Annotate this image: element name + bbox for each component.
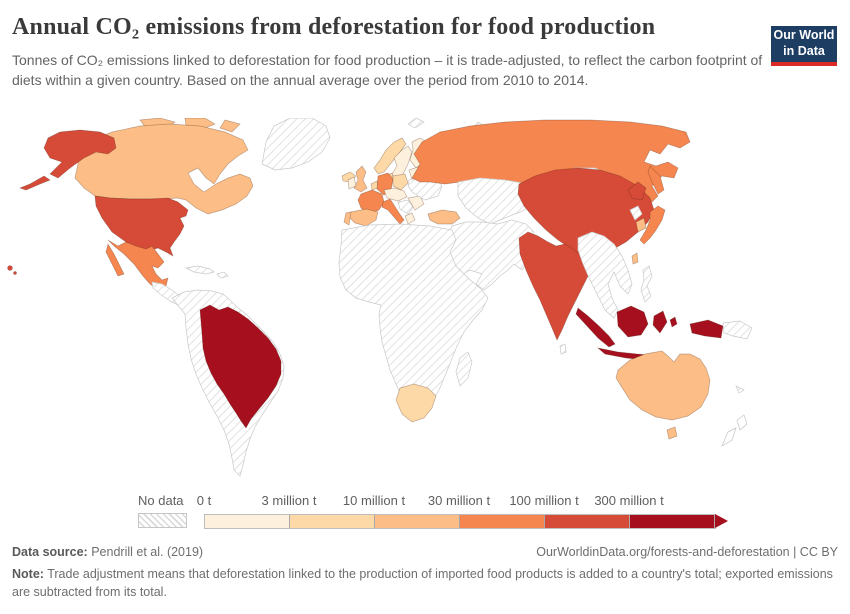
- country-north-korea[interactable]: [629, 205, 643, 221]
- country-turkey[interactable]: [427, 209, 461, 225]
- region-cuba[interactable]: [184, 265, 215, 275]
- country-sweden[interactable]: [391, 145, 413, 183]
- legend-tick-0: 0 t: [196, 493, 212, 508]
- legend-color-bar: 0 t 3 million t 10 million t 30 million …: [197, 493, 764, 529]
- country-china[interactable]: [517, 167, 655, 265]
- owid-logo-accent-bar: [771, 62, 837, 66]
- page-title: Annual CO₂ emissions from deforestation …: [12, 14, 656, 40]
- country-china-manchuria[interactable]: [627, 181, 647, 201]
- legend-band-2[interactable]: [375, 515, 460, 528]
- country-norway[interactable]: [373, 137, 407, 175]
- country-india[interactable]: [518, 231, 591, 341]
- chart-subtitle: Tonnes of CO₂ emissions linked to defore…: [12, 51, 763, 88]
- country-greenland[interactable]: [261, 118, 331, 171]
- country-indonesia-papua[interactable]: [689, 319, 724, 339]
- country-spain[interactable]: [348, 208, 379, 227]
- world-choropleth-map[interactable]: [0, 118, 850, 492]
- legend-gradient-bar[interactable]: [204, 514, 728, 529]
- country-portugal[interactable]: [343, 211, 352, 226]
- country-south-korea[interactable]: [635, 217, 647, 233]
- owid-url-link[interactable]: OurWorldinData.org/forests-and-deforesta…: [536, 545, 838, 559]
- legend-tick-labels: 0 t 3 million t 10 million t 30 million …: [197, 493, 764, 511]
- legend-arrow-icon: [715, 514, 728, 528]
- legend-band-5[interactable]: [630, 515, 715, 528]
- region-balkans[interactable]: [397, 199, 414, 215]
- legend-tick-5: 300 million t: [594, 493, 664, 508]
- country-indonesia-moluccas[interactable]: [669, 316, 678, 328]
- region-new-caledonia[interactable]: [735, 385, 745, 394]
- country-mexico[interactable]: [107, 239, 169, 291]
- map-legend: No data 0 t 3 million t 10 million t 30 …: [0, 493, 850, 531]
- country-australia[interactable]: [615, 350, 711, 421]
- country-poland[interactable]: [392, 173, 409, 191]
- legend-tick-1: 3 million t: [261, 493, 317, 508]
- country-france[interactable]: [357, 189, 385, 215]
- country-south-africa[interactable]: [395, 383, 437, 423]
- note-text: Trade adjustment means that deforestatio…: [12, 567, 833, 599]
- legend-no-data-swatch[interactable]: [138, 513, 187, 528]
- legend-band-0[interactable]: [205, 515, 290, 528]
- legend-band-1[interactable]: [290, 515, 375, 528]
- note-label: Note:: [12, 567, 44, 581]
- legend-band-3[interactable]: [460, 515, 545, 528]
- owid-logo-line1: Our World: [773, 28, 835, 43]
- country-taiwan[interactable]: [631, 252, 639, 265]
- country-usa[interactable]: [94, 195, 189, 257]
- country-ireland[interactable]: [347, 176, 357, 190]
- country-indonesia-sulawesi[interactable]: [652, 310, 668, 334]
- country-indonesia-sumatra[interactable]: [575, 307, 616, 348]
- country-usa-hawaii-2[interactable]: [13, 271, 17, 275]
- data-source-value: Pendrill et al. (2019): [87, 545, 204, 559]
- region-romania-bulgaria[interactable]: [407, 195, 425, 211]
- chart-note: Note: Trade adjustment means that defore…: [12, 566, 838, 601]
- country-usa-hawaii[interactable]: [7, 265, 13, 271]
- legend-no-data-label: No data: [138, 493, 184, 508]
- data-source-label: Data source:: [12, 545, 88, 559]
- legend-tick-2: 10 million t: [342, 493, 406, 508]
- country-usa-alaska[interactable]: [43, 129, 117, 179]
- country-madagascar[interactable]: [455, 351, 473, 387]
- country-canada[interactable]: [74, 123, 254, 215]
- legend-tick-4: 100 million t: [509, 493, 579, 508]
- country-canada-arctic-3[interactable]: [219, 119, 241, 133]
- country-brazil[interactable]: [199, 304, 282, 429]
- legend-tick-3: 30 million t: [427, 493, 491, 508]
- country-papua-new-guinea[interactable]: [722, 320, 753, 340]
- country-philippines[interactable]: [640, 265, 653, 303]
- country-new-zealand-north[interactable]: [736, 414, 748, 431]
- country-italy[interactable]: [381, 198, 405, 225]
- region-central-europe[interactable]: [383, 187, 408, 202]
- country-mexico-baja[interactable]: [105, 243, 125, 277]
- country-greece[interactable]: [404, 212, 416, 225]
- country-japan[interactable]: [639, 205, 666, 245]
- owid-logo-line2: in Data: [783, 44, 825, 58]
- owid-logo[interactable]: Our World in Data: [771, 26, 837, 62]
- chart-footer: Data source: Pendrill et al. (2019) OurW…: [12, 545, 838, 601]
- legend-band-4[interactable]: [545, 515, 630, 528]
- region-se-asia[interactable]: [577, 231, 633, 319]
- country-sri-lanka[interactable]: [559, 343, 567, 355]
- country-usa-aleutians[interactable]: [18, 175, 51, 191]
- region-hispaniola[interactable]: [216, 271, 229, 279]
- country-russia-kamchatka[interactable]: [647, 165, 665, 195]
- country-uk[interactable]: [353, 165, 368, 193]
- region-svalbard[interactable]: [407, 118, 425, 129]
- legend-no-data[interactable]: No data: [138, 493, 187, 528]
- country-australia-tasmania[interactable]: [666, 426, 678, 440]
- data-source: Data source: Pendrill et al. (2019): [12, 545, 203, 559]
- country-new-zealand-south[interactable]: [721, 427, 737, 447]
- country-indonesia-borneo[interactable]: [616, 305, 649, 338]
